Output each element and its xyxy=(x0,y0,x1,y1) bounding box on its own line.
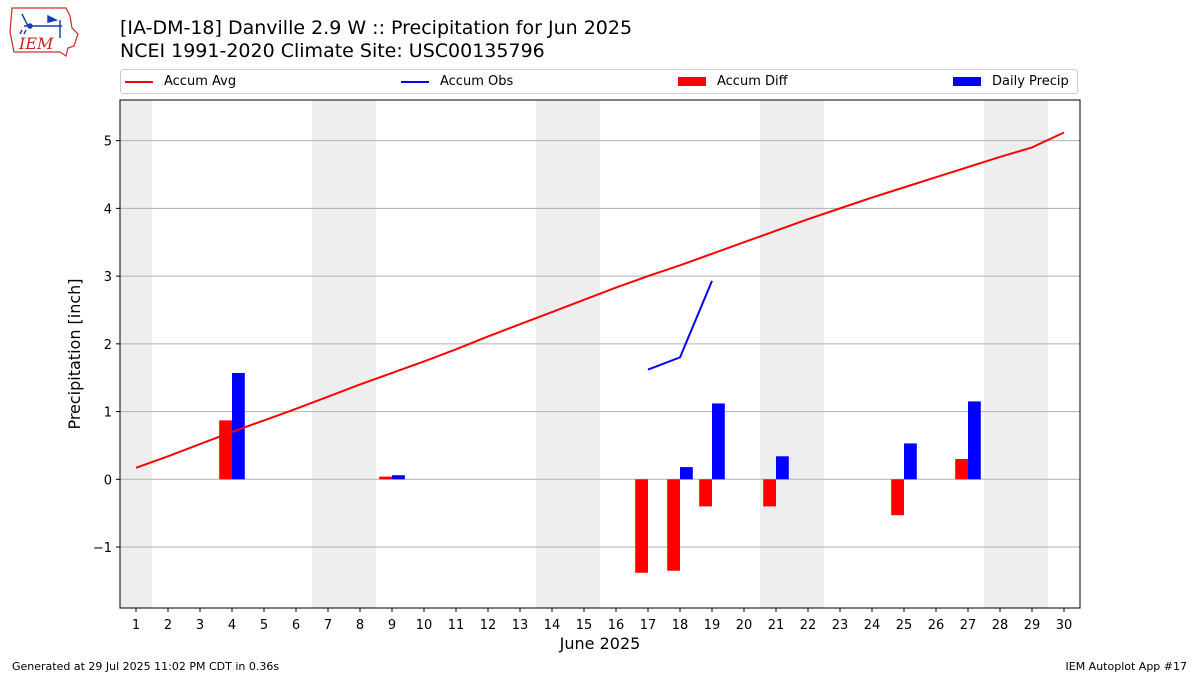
legend-swatch-accum-obs xyxy=(401,80,429,83)
y-tick-label: −1 xyxy=(93,541,112,556)
x-tick-label: 5 xyxy=(260,618,268,633)
accum-diff-bar xyxy=(379,476,392,480)
x-tick-label: 10 xyxy=(416,618,433,633)
daily-precip-bar xyxy=(968,401,981,480)
x-tick-label: 7 xyxy=(324,618,332,633)
x-tick-label: 6 xyxy=(292,618,300,633)
legend-swatch-daily-precip xyxy=(953,77,981,86)
x-tick-label: 26 xyxy=(928,618,945,633)
daily-precip-bar xyxy=(392,475,405,480)
app-credit: IEM Autoplot App #17 xyxy=(1065,660,1188,673)
x-axis-label: June 2025 xyxy=(559,634,641,653)
x-tick-label: 27 xyxy=(960,618,977,633)
svg-text:IEM: IEM xyxy=(18,34,54,53)
plot-frame xyxy=(119,99,1081,609)
daily-precip-bar xyxy=(712,403,725,480)
accum-diff-bar xyxy=(955,458,968,480)
daily-precip-bar xyxy=(680,467,693,480)
legend-label: Accum Obs xyxy=(440,74,514,89)
legend-swatch-accum-avg xyxy=(125,80,153,83)
x-tick-label: 14 xyxy=(544,618,561,633)
y-tick-label: 3 xyxy=(104,270,112,285)
weekend-shade xyxy=(344,100,376,608)
x-tick-label: 15 xyxy=(576,618,593,633)
chart-legend: Accum Avg Accum Obs Accum Diff Daily Pre… xyxy=(120,69,1078,94)
y-tick-label: 5 xyxy=(104,135,112,150)
x-tick-label: 9 xyxy=(388,618,396,633)
legend-label: Daily Precip xyxy=(992,74,1069,89)
x-tick-label: 23 xyxy=(832,618,849,633)
weekend-shade xyxy=(984,100,1016,608)
legend-label: Accum Diff xyxy=(717,74,788,89)
legend-item-accum-diff: Accum Diff xyxy=(678,70,788,93)
x-tick-label: 19 xyxy=(704,618,721,633)
iem-logo: IEM xyxy=(9,7,79,58)
weekend-shade xyxy=(568,100,600,608)
chart-subtitle: NCEI 1991-2020 Climate Site: USC00135796 xyxy=(120,40,545,62)
legend-label: Accum Avg xyxy=(164,74,237,89)
generated-timestamp: Generated at 29 Jul 2025 11:02 PM CDT in… xyxy=(12,660,280,673)
weekend-shade xyxy=(536,100,568,608)
weekend-shade xyxy=(1016,100,1048,608)
legend-item-daily-precip: Daily Precip xyxy=(953,70,1069,93)
y-tick-label: 1 xyxy=(104,406,112,421)
x-tick-label: 18 xyxy=(672,618,689,633)
accum-obs-line xyxy=(647,280,713,371)
accum-diff-bar xyxy=(635,479,648,573)
legend-item-accum-avg: Accum Avg xyxy=(125,70,236,93)
accum-diff-bar xyxy=(699,479,712,507)
y-tick-label: 0 xyxy=(104,473,112,488)
x-tick-label: 22 xyxy=(800,618,817,633)
x-tick-label: 20 xyxy=(736,618,753,633)
weekend-shade xyxy=(312,100,344,608)
y-tick-label: 4 xyxy=(104,202,112,217)
weather-station-icon xyxy=(19,13,62,38)
daily-precip-bar xyxy=(904,443,917,480)
weekend-shade xyxy=(792,100,824,608)
x-tick-label: 16 xyxy=(608,618,625,633)
x-tick-label: 24 xyxy=(864,618,881,633)
x-tick-label: 29 xyxy=(1024,618,1041,633)
daily-precip-bar xyxy=(776,456,789,480)
accum-avg-line xyxy=(135,131,1065,469)
x-tick-label: 30 xyxy=(1056,618,1073,633)
accum-diff-bar xyxy=(763,479,776,507)
x-tick-label: 12 xyxy=(480,618,497,633)
weekend-shade xyxy=(120,100,152,608)
x-tick-label: 11 xyxy=(448,618,465,633)
x-tick-label: 4 xyxy=(228,618,236,633)
accum-diff-bar xyxy=(667,479,680,571)
chart-title: [IA-DM-18] Danville 2.9 W :: Precipitati… xyxy=(120,17,633,39)
x-tick-label: 25 xyxy=(896,618,913,633)
daily-precip-bar xyxy=(232,372,245,480)
x-tick-label: 3 xyxy=(196,618,204,633)
accum-diff-bar xyxy=(219,420,232,480)
x-tick-label: 28 xyxy=(992,618,1009,633)
weekend-shade xyxy=(760,100,792,608)
x-tick-label: 17 xyxy=(640,618,657,633)
x-tick-label: 13 xyxy=(512,618,529,633)
legend-item-accum-obs: Accum Obs xyxy=(401,70,513,93)
legend-swatch-accum-diff xyxy=(678,77,706,86)
x-tick-label: 21 xyxy=(768,618,785,633)
y-tick-label: 2 xyxy=(104,338,112,353)
x-tick-label: 2 xyxy=(164,618,172,633)
x-tick-label: 1 xyxy=(132,618,140,633)
accum-diff-bar xyxy=(891,479,904,516)
y-axis-label: Precipitation [inch] xyxy=(65,278,84,429)
x-tick-label: 8 xyxy=(356,618,364,633)
